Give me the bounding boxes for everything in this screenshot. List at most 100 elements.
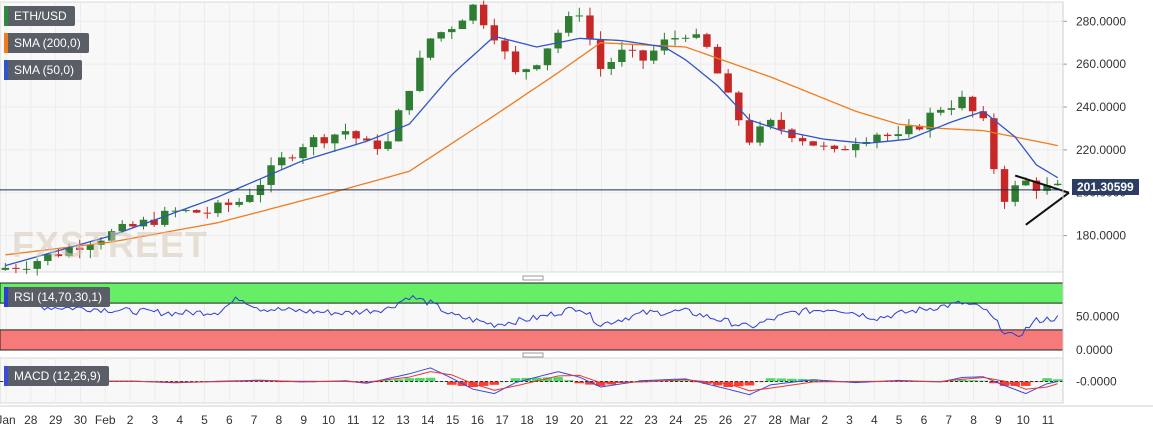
- current-price-tag: 201.30599: [1072, 179, 1139, 195]
- candle-body: [1022, 180, 1030, 186]
- macd-hist-bar: [776, 378, 787, 382]
- candle-body: [533, 65, 541, 70]
- candle-body: [958, 96, 966, 109]
- candle-body: [86, 244, 95, 250]
- fxstreet-watermark: FXSTREET: [12, 224, 209, 265]
- candle-body: [161, 210, 169, 225]
- macd-hist-bar: [787, 378, 797, 382]
- rsi-overbought-zone: [0, 282, 1064, 304]
- macd-hist-bar: [957, 379, 967, 382]
- candle-body: [618, 49, 626, 63]
- x-tick-label: Mar: [790, 413, 811, 427]
- candle-body: [735, 92, 743, 121]
- macd-hist-bar: [1010, 381, 1020, 386]
- candle-body: [1000, 169, 1009, 202]
- rsi-text: RSI (14,70,30,1): [14, 290, 103, 304]
- macd-text: MACD (12,26,9): [14, 369, 101, 383]
- x-tick-label: 6: [921, 413, 928, 427]
- candle-body: [586, 15, 594, 40]
- sma50-text: SMA (50,0): [14, 63, 75, 77]
- candle-body: [192, 210, 201, 213]
- triangle-lower-line: [1025, 191, 1070, 226]
- candle-body: [129, 223, 137, 227]
- candle-body: [139, 219, 148, 227]
- rsi-swatch: [4, 287, 8, 307]
- macd-hist-bar: [563, 380, 574, 382]
- sma200-label[interactable]: SMA (200,0): [4, 33, 89, 53]
- candle-body: [426, 38, 435, 58]
- x-tick-label: 8: [276, 413, 283, 427]
- x-tick-label: 29: [49, 413, 63, 427]
- x-tick-label: 4: [871, 413, 878, 427]
- x-tick-label: Feb: [95, 413, 116, 427]
- macd-label[interactable]: MACD (12,26,9): [4, 366, 109, 386]
- macd-signal-line: [5, 371, 1058, 392]
- candle-body: [458, 20, 467, 30]
- x-tick-label: 10: [322, 413, 336, 427]
- candle-body: [756, 126, 764, 143]
- symbol-text: ETH/USD: [14, 9, 67, 23]
- candle-body: [341, 131, 350, 135]
- macd-hist-bar: [734, 381, 744, 387]
- candle-body: [830, 145, 839, 149]
- macd-hist-bar: [574, 381, 585, 384]
- candle-body: [1032, 180, 1041, 191]
- macd-hist-bar: [585, 381, 595, 385]
- candle-body: [511, 51, 520, 73]
- macd-hist-bar: [404, 378, 415, 382]
- candle-body: [224, 202, 233, 205]
- candle-body: [501, 40, 509, 52]
- macd-hist-bar: [446, 381, 457, 385]
- macd-hist-bar: [415, 377, 425, 382]
- x-tick-label: 10: [1017, 413, 1031, 427]
- x-tick-label: 2: [127, 413, 134, 427]
- macd-hist-bar: [967, 380, 978, 382]
- candle-body: [288, 157, 297, 159]
- x-tick-label: 11: [1042, 413, 1055, 427]
- macd-hist-bar: [393, 379, 404, 382]
- price-tick-label: 280.0000: [1076, 14, 1126, 28]
- candle-body: [394, 110, 403, 142]
- candle-body: [277, 157, 286, 166]
- candle-body: [373, 140, 382, 149]
- candle-body: [692, 34, 700, 38]
- x-tick-label: 20: [570, 413, 584, 427]
- macd-hist-bar: [702, 381, 712, 384]
- sma50-label[interactable]: SMA (50,0): [4, 60, 83, 80]
- candle-body: [660, 39, 669, 51]
- price-tick-label: 260.0000: [1076, 57, 1126, 71]
- x-tick-label: 28: [768, 413, 782, 427]
- x-tick-label: 25: [694, 413, 708, 427]
- candle-body: [522, 69, 530, 73]
- x-tick-label: 7: [945, 413, 952, 427]
- symbol-label[interactable]: ETH/USD: [4, 6, 75, 26]
- splitter-rsi-macd: [522, 352, 544, 358]
- candle-body: [873, 134, 881, 142]
- candle-body: [883, 134, 892, 137]
- rsi-tick-label: 50.0000: [1076, 310, 1120, 324]
- macd-hist-bar: [606, 381, 617, 385]
- candle-body: [405, 90, 413, 111]
- macd-hist-bar: [850, 381, 861, 383]
- x-tick-label: 9: [300, 413, 307, 427]
- x-tick-label: 27: [744, 413, 758, 427]
- price-tick-label: 180.0000: [1076, 229, 1126, 243]
- candle-body: [777, 119, 786, 130]
- candle-body: [713, 46, 722, 74]
- x-tick-label: 8: [970, 413, 977, 427]
- candle-body: [937, 109, 945, 113]
- candle-body: [479, 4, 488, 26]
- macd-hist-bar: [989, 381, 999, 384]
- x-tick-label: 11: [347, 413, 360, 427]
- x-tick-label: 16: [471, 413, 485, 427]
- rsi-label[interactable]: RSI (14,70,30,1): [4, 287, 111, 307]
- x-tick-label: 12: [371, 413, 385, 427]
- macd-hist-bar: [797, 379, 808, 382]
- x-tick-label: 21: [595, 413, 609, 427]
- macd-hist-bar: [712, 381, 723, 386]
- x-tick-label: 4: [176, 413, 183, 427]
- macd-hist-bar: [744, 381, 755, 386]
- candle-body: [76, 247, 84, 250]
